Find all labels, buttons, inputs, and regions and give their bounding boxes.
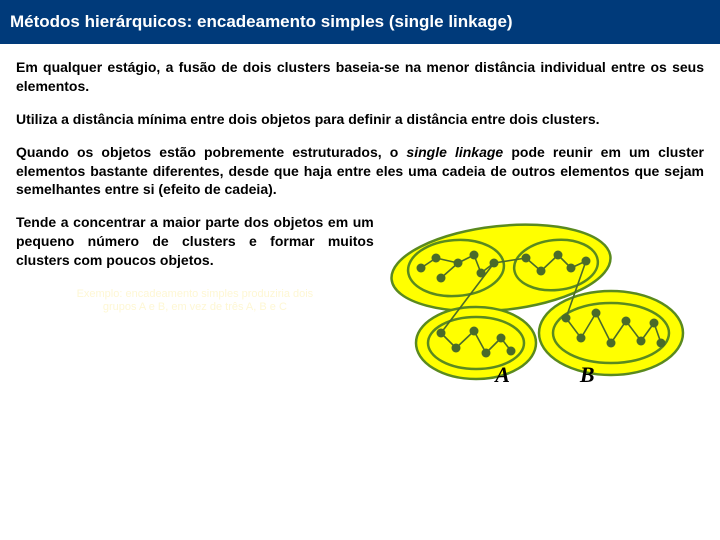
paragraph-2: Utiliza a distância mínima entre dois ob… [16, 110, 704, 129]
label-a: A [495, 360, 510, 390]
left-column: Tende a concentrar a maior parte dos obj… [16, 213, 374, 314]
p3-pre: Quando os objetos estão pobremente estru… [16, 144, 406, 160]
cluster-labels: A B [386, 360, 704, 390]
faint-line1: Exemplo: encadeamento simples produziria… [77, 288, 314, 300]
cluster-diagram [386, 213, 691, 383]
paragraph-1: Em qualquer estágio, a fusão de dois clu… [16, 58, 704, 96]
faint-line2: grupos A e B, em vez de três A, B e C [103, 301, 287, 313]
content-area: Em qualquer estágio, a fusão de dois clu… [0, 44, 720, 391]
label-b: B [580, 360, 595, 390]
page-title: Métodos hierárquicos: encadeamento simpl… [0, 0, 720, 44]
p3-emph: single linkage [406, 144, 503, 160]
paragraph-3: Quando os objetos estão pobremente estru… [16, 143, 704, 200]
faint-caption: Exemplo: encadeamento simples produziria… [16, 288, 374, 314]
bottom-row: Tende a concentrar a maior parte dos obj… [16, 213, 704, 383]
paragraph-4: Tende a concentrar a maior parte dos obj… [16, 213, 374, 270]
diagram-column: A B [386, 213, 704, 383]
